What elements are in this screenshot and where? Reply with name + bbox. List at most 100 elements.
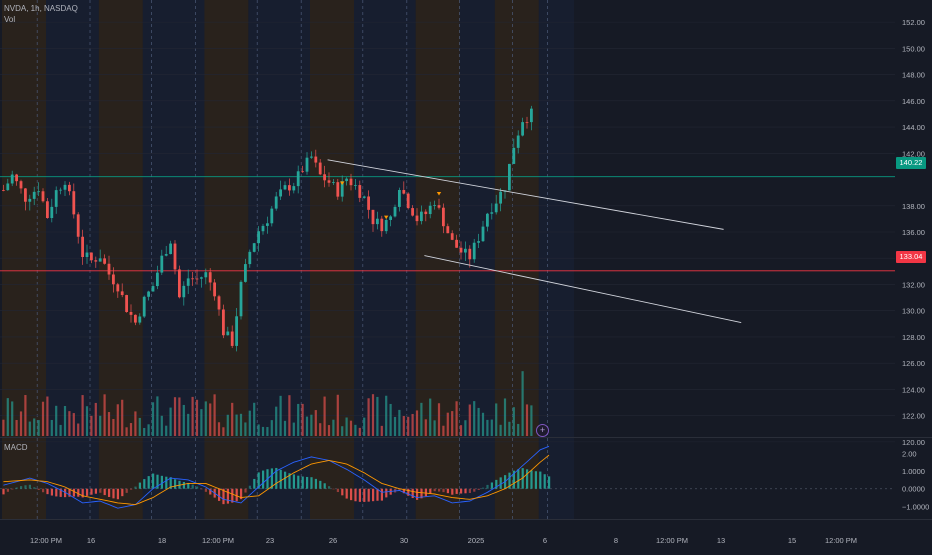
macd-histogram-bar [433, 488, 436, 492]
macd-histogram-bar [24, 485, 27, 489]
candle-body [411, 208, 414, 216]
macd-histogram-bar [429, 488, 432, 494]
macd-histogram-bar [209, 488, 212, 495]
macd-histogram-bar [240, 488, 243, 500]
macd-histogram-bar [332, 488, 335, 490]
volume-bar [473, 401, 476, 436]
macd-histogram-bar [50, 488, 53, 496]
pane-separator-macd[interactable] [0, 437, 932, 438]
macd-histogram-bar [279, 469, 282, 489]
volume-bar [94, 402, 97, 436]
candle-body [217, 296, 221, 310]
volume-bar [231, 402, 234, 436]
candle-body [2, 190, 5, 191]
volume-bar [173, 397, 177, 436]
candle-body [340, 181, 344, 197]
volume-bar [279, 395, 282, 436]
macd-histogram-bar [90, 488, 93, 495]
candle-body [274, 196, 278, 209]
macd-histogram-bar [297, 475, 300, 489]
candle-body [169, 243, 172, 255]
price-scale-label: 130.00 [902, 307, 925, 316]
candle-body [481, 226, 485, 242]
candle-body [226, 331, 230, 336]
price-scale-label: 148.00 [902, 71, 925, 80]
volume-bar [2, 419, 5, 436]
volume-bar [371, 394, 375, 436]
time-axis-label: 12:00 PM [656, 536, 688, 545]
macd-histogram-bar [539, 471, 542, 489]
candle-body [459, 247, 463, 253]
candle-body [10, 174, 14, 184]
time-axis-label: 30 [400, 536, 408, 545]
macd-histogram-bar [46, 488, 49, 495]
volume-bar [24, 395, 27, 436]
macd-histogram-bar [398, 488, 401, 491]
volume-bar [85, 406, 89, 436]
candle-body [389, 216, 392, 220]
candle-body [160, 255, 164, 273]
volume-bar [191, 396, 194, 436]
candle-body [213, 282, 216, 297]
volume-bar [116, 404, 119, 436]
volume-bar [6, 398, 9, 436]
candle-body [164, 254, 168, 256]
candle-body [367, 196, 370, 210]
volume-bar [112, 419, 115, 436]
candle-body [81, 236, 84, 258]
candle-body [195, 278, 199, 280]
candle-body [32, 191, 36, 199]
symbol-title[interactable]: NVDA, 1h, NASDAQ [4, 4, 78, 13]
macd-histogram-bar [482, 487, 485, 489]
price-scale-label: 144.00 [902, 123, 925, 132]
macd-histogram-bar [253, 478, 256, 489]
candle-body [428, 205, 432, 215]
volume-bar [244, 422, 247, 436]
candle-body [257, 231, 260, 244]
volume-bar [389, 403, 392, 436]
macd-histogram-bar [218, 488, 221, 501]
volume-bar [455, 401, 458, 436]
candle-body [415, 215, 419, 222]
volume-bar [292, 422, 295, 436]
candle-body [362, 196, 366, 198]
candle-body [76, 214, 80, 237]
volume-bar [239, 413, 243, 436]
volume-bar [28, 421, 31, 436]
macd-histogram-bar [64, 488, 67, 498]
candle-body [384, 219, 388, 232]
macd-histogram-bar [341, 488, 344, 496]
candle-body [6, 183, 10, 191]
candle-body [314, 156, 318, 163]
macd-histogram-bar [59, 488, 62, 497]
volume-bar [486, 419, 489, 436]
macd-histogram-bar [486, 484, 489, 489]
macd-histogram-bar [6, 488, 9, 492]
macd-histogram-bar [350, 488, 353, 501]
macd-histogram-bar [191, 484, 194, 489]
volume-bar [217, 422, 221, 436]
plus-circle-icon[interactable]: + [536, 424, 549, 437]
volume-bar [508, 421, 511, 436]
candle-body [239, 281, 243, 317]
candle-body [516, 135, 520, 148]
macd-histogram-bar [473, 488, 476, 492]
volume-bar [46, 396, 49, 436]
volume-bar [314, 410, 317, 436]
macd-legend[interactable]: MACD [4, 443, 28, 452]
candle-body [486, 213, 489, 227]
volume-bar [90, 415, 93, 436]
macd-histogram-bar [187, 482, 190, 489]
volume-bar [41, 401, 45, 436]
macd-histogram-bar [2, 488, 5, 495]
macd-histogram-bar [530, 470, 533, 489]
volume-bar [398, 409, 401, 436]
volume-bar [248, 410, 251, 436]
candle-body [134, 314, 137, 323]
volume-legend[interactable]: Vol [4, 15, 16, 24]
volume-bar [68, 411, 71, 436]
candle-body [450, 233, 454, 240]
volume-bar [402, 416, 405, 436]
